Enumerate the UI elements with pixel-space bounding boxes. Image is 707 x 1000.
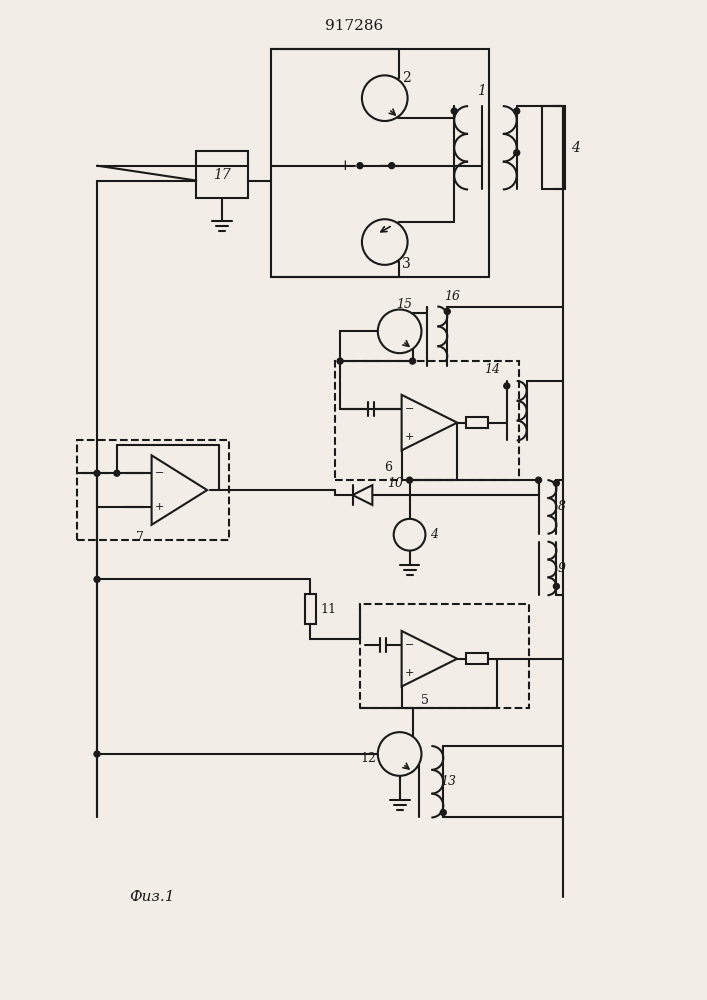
Text: −: − [155, 468, 164, 478]
Circle shape [554, 480, 559, 486]
Bar [197, 151, 248, 198]
Text: 10: 10 [387, 477, 403, 490]
Text: 16: 16 [444, 290, 460, 303]
Circle shape [451, 108, 457, 114]
Text: Физ.1: Физ.1 [129, 890, 175, 904]
Text: 9: 9 [557, 562, 566, 575]
Text: 4: 4 [431, 528, 438, 541]
Text: 1: 1 [477, 84, 486, 98]
Bar [360, 604, 529, 708]
Circle shape [394, 519, 426, 551]
Circle shape [94, 470, 100, 476]
Bar [124, 501, 144, 512]
Circle shape [378, 310, 421, 353]
Text: 17: 17 [214, 168, 231, 182]
Bar [466, 653, 488, 664]
Text: 8: 8 [557, 500, 566, 513]
Circle shape [536, 477, 542, 483]
Polygon shape [353, 485, 373, 505]
Circle shape [389, 163, 395, 169]
Bar [335, 361, 519, 480]
Circle shape [357, 163, 363, 169]
Polygon shape [402, 395, 457, 450]
Text: +: + [339, 159, 351, 173]
Text: −: − [378, 159, 391, 173]
Circle shape [440, 810, 446, 816]
Polygon shape [402, 631, 457, 687]
Bar [124, 468, 144, 479]
Circle shape [362, 219, 407, 265]
Circle shape [337, 358, 343, 364]
Text: 5: 5 [421, 694, 428, 707]
Circle shape [409, 358, 416, 364]
Circle shape [504, 383, 510, 389]
Text: 13: 13 [440, 775, 456, 788]
Text: −: − [405, 640, 414, 650]
Bar [90, 468, 109, 479]
Text: 4: 4 [571, 141, 580, 155]
Circle shape [554, 583, 559, 589]
Circle shape [514, 108, 520, 114]
Text: 917286: 917286 [325, 19, 383, 33]
Circle shape [114, 470, 120, 476]
Bar [271, 49, 489, 277]
Bar [466, 417, 488, 428]
Polygon shape [151, 455, 207, 525]
Circle shape [378, 732, 421, 776]
Text: −: − [405, 404, 414, 414]
Text: 11: 11 [320, 603, 337, 616]
Text: +: + [405, 432, 414, 442]
Text: 2: 2 [402, 71, 411, 85]
Text: 7: 7 [136, 531, 144, 544]
Circle shape [514, 150, 520, 156]
Bar [542, 106, 566, 189]
Text: 12: 12 [360, 752, 376, 765]
Text: 3: 3 [402, 257, 411, 271]
Circle shape [94, 576, 100, 582]
Text: +: + [405, 668, 414, 678]
Text: +: + [155, 502, 164, 512]
Text: 14: 14 [484, 363, 500, 376]
Circle shape [407, 477, 412, 483]
Bar [188, 485, 210, 496]
Circle shape [444, 309, 450, 314]
Text: 6: 6 [384, 461, 392, 474]
Text: 15: 15 [397, 298, 413, 311]
Bar [305, 594, 316, 624]
Circle shape [362, 75, 407, 121]
Circle shape [94, 751, 100, 757]
Bar [77, 440, 229, 540]
